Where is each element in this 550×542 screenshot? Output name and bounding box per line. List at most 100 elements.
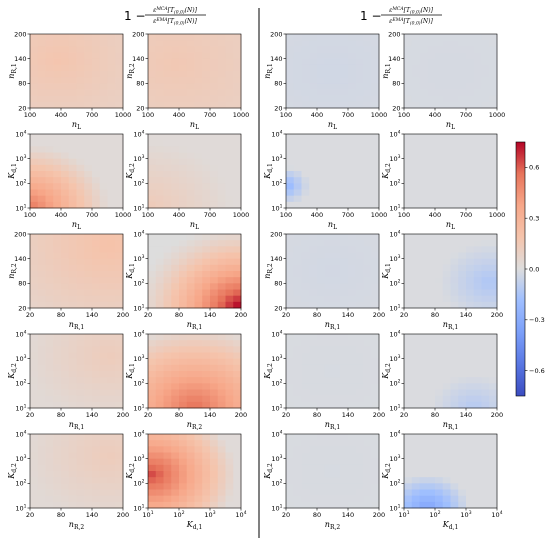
heatmap-cell <box>442 489 451 497</box>
heatmap-cell <box>53 364 62 372</box>
heatmap-cell <box>37 77 46 84</box>
heatmap-cell <box>92 71 101 78</box>
heatmap-cell <box>348 189 357 197</box>
heatmap-cell <box>324 140 333 147</box>
heatmap-cell <box>92 195 101 203</box>
heatmap-cell <box>293 371 302 378</box>
heatmap-cell <box>340 152 349 160</box>
heatmap-cell <box>340 240 349 247</box>
heatmap-cell <box>115 140 124 147</box>
heatmap-cell <box>371 52 380 60</box>
heatmap-cell <box>53 464 62 472</box>
heatmap-cell <box>301 277 310 284</box>
heatmap-cell <box>473 58 482 66</box>
heatmap-cell <box>155 452 164 460</box>
heatmap-cell <box>179 371 188 378</box>
heatmap-cell <box>348 258 357 266</box>
heatmap-cell <box>179 240 188 247</box>
heatmap-cell <box>30 77 39 84</box>
heatmap-cell <box>301 46 310 53</box>
heatmap-cell <box>340 295 349 303</box>
heatmap-cell <box>355 301 364 309</box>
heatmap-cell <box>324 471 333 478</box>
heatmap-cell <box>171 301 180 309</box>
heatmap-cell <box>458 258 467 266</box>
heatmap-cell <box>171 346 180 353</box>
heatmap-cell <box>286 434 295 441</box>
heatmap-cell <box>363 301 372 309</box>
heatmap-cell <box>61 101 70 109</box>
heatmap-cell <box>45 52 54 60</box>
heatmap-cell <box>155 483 164 490</box>
heatmap-cell <box>76 95 85 103</box>
heatmap-cell <box>332 364 341 372</box>
heatmap-cell <box>68 71 77 78</box>
heatmap-cell <box>99 377 108 384</box>
heatmap-cell <box>233 71 242 78</box>
heatmap-cell <box>76 464 85 472</box>
heatmap-cell <box>194 177 203 184</box>
heatmap-cell <box>76 277 85 284</box>
heatmap-cell <box>92 58 101 66</box>
heatmap-cell <box>155 495 164 503</box>
heatmap-cell <box>92 95 101 103</box>
heatmap-cell <box>404 77 413 84</box>
heatmap-cell <box>317 477 326 484</box>
heatmap-cell <box>317 383 326 390</box>
heatmap-cell <box>411 140 420 147</box>
heatmap-cell <box>293 252 302 260</box>
heatmap-cell <box>317 271 326 278</box>
heatmap-cell <box>348 383 357 390</box>
heatmap-cell <box>293 477 302 484</box>
heatmap-cell <box>186 501 195 509</box>
heatmap-cell <box>286 246 295 253</box>
heatmap-cell <box>99 252 108 260</box>
heatmap-cell <box>489 89 498 97</box>
heatmap-cell <box>419 71 428 78</box>
heatmap-cell <box>442 289 451 297</box>
heatmap-cell <box>68 246 77 253</box>
heatmap-cell <box>115 58 124 66</box>
heatmap-cell <box>92 277 101 284</box>
heatmap-cell <box>340 246 349 253</box>
y-tick-label: 103 <box>389 154 400 163</box>
heatmap-cell <box>53 201 62 209</box>
heatmap-cell <box>442 195 451 203</box>
heatmap-cell <box>76 264 85 272</box>
heatmap-cell <box>225 177 234 184</box>
heatmap-cell <box>84 395 93 403</box>
heatmap-cell <box>450 295 459 303</box>
heatmap-cell <box>210 434 219 441</box>
heatmap-cell <box>435 171 444 178</box>
heatmap-cell <box>194 489 203 497</box>
heatmap-cell <box>53 195 62 203</box>
heatmap-cell <box>458 101 467 109</box>
heatmap-cell <box>473 334 482 341</box>
heatmap-cell <box>155 258 164 266</box>
heatmap-cell <box>99 258 108 266</box>
heatmap-cell <box>171 183 180 190</box>
heatmap-cell <box>186 458 195 466</box>
heatmap-cell <box>293 440 302 447</box>
heatmap-cell <box>202 77 211 84</box>
heatmap-cell <box>76 501 85 509</box>
heatmap-cell <box>442 283 451 290</box>
heatmap-cell <box>37 401 46 409</box>
heatmap-cell <box>332 295 341 303</box>
heatmap-cell <box>435 352 444 360</box>
heatmap-cell <box>92 240 101 247</box>
heatmap-cell <box>92 334 101 341</box>
heatmap-cell <box>355 334 364 341</box>
heatmap-cell <box>293 40 302 47</box>
heatmap-cell <box>202 164 211 172</box>
heatmap-cell <box>473 477 482 484</box>
heatmap-cell <box>186 289 195 297</box>
heatmap-cell <box>148 358 157 366</box>
heatmap-cell <box>363 401 372 409</box>
heatmap-cell <box>419 34 428 41</box>
heatmap-cell <box>186 383 195 390</box>
heatmap-cell <box>286 346 295 353</box>
heatmap-cell <box>186 346 195 353</box>
heatmap-cell <box>217 501 226 509</box>
